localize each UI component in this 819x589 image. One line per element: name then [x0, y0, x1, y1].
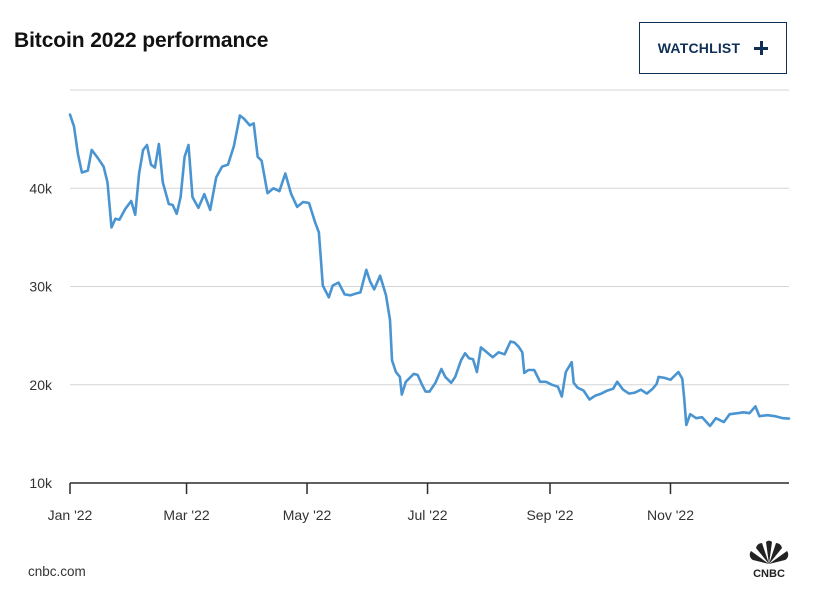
price-chart: 10k 20k 30k 40k Jan '22 Mar '22 May '22 Jul '2… — [29, 89, 791, 523]
plus-icon — [754, 41, 769, 55]
cnbc-peacock-icon: CNBC — [749, 540, 789, 580]
y-tick-label: 30k — [29, 279, 53, 295]
x-axis: Jan '22 Mar '22 May '22 Jul '22 Sep '22 Nov '… — [48, 482, 789, 523]
y-tick-label: 40k — [29, 180, 53, 196]
x-tick-label: Mar '22 — [163, 507, 209, 523]
x-tick-label: Jan '22 — [48, 507, 93, 523]
watchlist-button-label: WATCHLIST — [657, 40, 741, 56]
y-axis-tick-labels: 10k 20k 30k 40k — [29, 180, 53, 491]
x-tick-label: May '22 — [283, 507, 332, 523]
chart-title: Bitcoin 2022 performance — [14, 29, 269, 52]
x-tick-label: Nov '22 — [647, 507, 694, 523]
y-tick-label: 20k — [29, 377, 53, 393]
cnbc-logo-text: CNBC — [753, 568, 785, 580]
x-tick-label: Sep '22 — [526, 507, 573, 523]
y-tick-label: 10k — [29, 475, 53, 491]
price-line — [68, 113, 791, 428]
x-tick-label: Jul '22 — [408, 507, 448, 523]
watchlist-button[interactable]: WATCHLIST — [639, 22, 787, 74]
price-series — [68, 113, 791, 428]
gridlines — [70, 89, 789, 386]
source-credit: cnbc.com — [28, 564, 86, 579]
